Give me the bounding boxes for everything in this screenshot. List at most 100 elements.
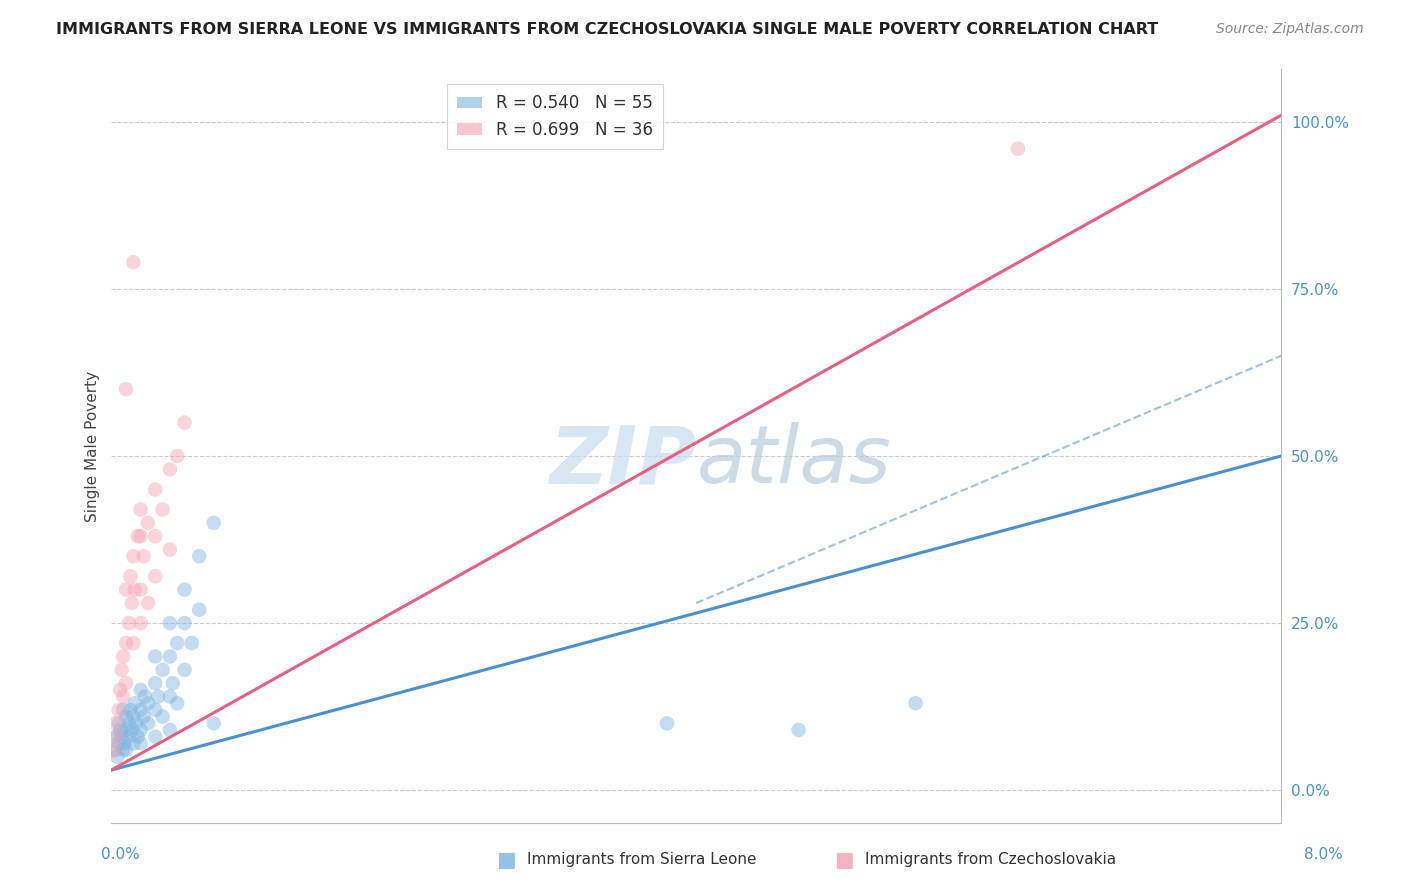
- Point: [143, 483, 166, 497]
- Point: [787, 723, 810, 737]
- Point: [173, 582, 195, 597]
- Point: [104, 730, 127, 744]
- Point: [159, 462, 181, 476]
- Point: [118, 615, 141, 630]
- Text: IMMIGRANTS FROM SIERRA LEONE VS IMMIGRANTS FROM CZECHOSLOVAKIA SINGLE MALE POVER: IMMIGRANTS FROM SIERRA LEONE VS IMMIGRAN…: [56, 22, 1159, 37]
- Point: [122, 255, 145, 269]
- Point: [159, 542, 181, 557]
- Point: [112, 690, 135, 704]
- Point: [115, 709, 138, 723]
- Point: [166, 696, 188, 710]
- Point: [129, 682, 152, 697]
- Legend: R = 0.540   N = 55, R = 0.699   N = 36: R = 0.540 N = 55, R = 0.699 N = 36: [447, 85, 662, 149]
- Point: [115, 382, 138, 396]
- Point: [127, 529, 149, 543]
- Point: [148, 690, 170, 704]
- Text: ■: ■: [496, 850, 516, 870]
- Point: [112, 649, 135, 664]
- Point: [129, 723, 152, 737]
- Point: [121, 596, 143, 610]
- Point: [1007, 142, 1029, 156]
- Point: [127, 730, 149, 744]
- Point: [143, 730, 166, 744]
- Point: [188, 549, 211, 564]
- Point: [143, 676, 166, 690]
- Point: [122, 549, 145, 564]
- Point: [115, 676, 138, 690]
- Point: [143, 649, 166, 664]
- Point: [152, 709, 174, 723]
- Y-axis label: Single Male Poverty: Single Male Poverty: [86, 370, 100, 522]
- Point: [129, 703, 152, 717]
- Point: [107, 736, 129, 750]
- Text: ZIP: ZIP: [548, 422, 696, 500]
- Point: [173, 416, 195, 430]
- Text: 0.0%: 0.0%: [101, 847, 141, 862]
- Point: [105, 730, 128, 744]
- Point: [111, 663, 134, 677]
- Text: ■: ■: [834, 850, 853, 870]
- Point: [124, 582, 146, 597]
- Point: [107, 716, 129, 731]
- Point: [143, 569, 166, 583]
- Point: [159, 615, 181, 630]
- Point: [115, 723, 138, 737]
- Point: [120, 569, 142, 583]
- Point: [136, 716, 159, 731]
- Point: [112, 703, 135, 717]
- Point: [152, 502, 174, 516]
- Point: [159, 723, 181, 737]
- Point: [114, 736, 136, 750]
- Point: [108, 723, 131, 737]
- Point: [904, 696, 927, 710]
- Point: [111, 730, 134, 744]
- Point: [136, 696, 159, 710]
- Point: [132, 549, 155, 564]
- Point: [107, 703, 129, 717]
- Point: [159, 649, 181, 664]
- Point: [162, 676, 184, 690]
- Point: [136, 596, 159, 610]
- Point: [103, 743, 125, 757]
- Text: Immigrants from Sierra Leone: Immigrants from Sierra Leone: [527, 853, 756, 867]
- Point: [115, 582, 138, 597]
- Point: [202, 716, 225, 731]
- Text: 8.0%: 8.0%: [1303, 847, 1343, 862]
- Point: [112, 743, 135, 757]
- Point: [134, 690, 156, 704]
- Point: [136, 516, 159, 530]
- Point: [122, 736, 145, 750]
- Point: [129, 529, 152, 543]
- Point: [118, 730, 141, 744]
- Point: [655, 716, 678, 731]
- Point: [121, 723, 143, 737]
- Point: [104, 716, 127, 731]
- Point: [202, 516, 225, 530]
- Point: [129, 615, 152, 630]
- Point: [143, 703, 166, 717]
- Text: Immigrants from Czechoslovakia: Immigrants from Czechoslovakia: [865, 853, 1116, 867]
- Point: [115, 636, 138, 650]
- Point: [166, 636, 188, 650]
- Text: Source: ZipAtlas.com: Source: ZipAtlas.com: [1216, 22, 1364, 37]
- Point: [129, 502, 152, 516]
- Point: [118, 716, 141, 731]
- Point: [108, 682, 131, 697]
- Point: [159, 690, 181, 704]
- Point: [122, 636, 145, 650]
- Point: [105, 749, 128, 764]
- Point: [129, 582, 152, 597]
- Point: [152, 663, 174, 677]
- Point: [132, 709, 155, 723]
- Point: [115, 743, 138, 757]
- Point: [173, 663, 195, 677]
- Point: [173, 615, 195, 630]
- Point: [125, 716, 148, 731]
- Point: [122, 709, 145, 723]
- Point: [166, 449, 188, 463]
- Point: [103, 743, 125, 757]
- Point: [129, 736, 152, 750]
- Point: [124, 696, 146, 710]
- Point: [120, 703, 142, 717]
- Point: [143, 529, 166, 543]
